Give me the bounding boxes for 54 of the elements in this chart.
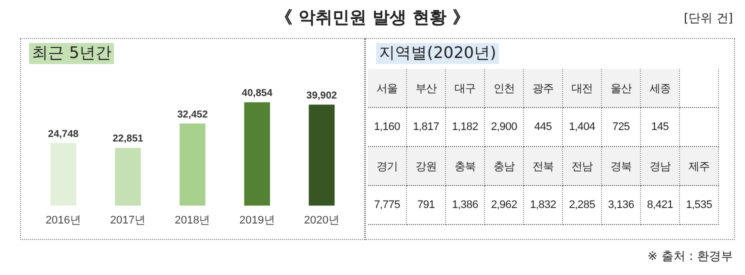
chart-title: 《 악취민원 발생 현황 》 [276, 8, 470, 28]
category-label: 경북 [602, 146, 640, 186]
bar [50, 143, 76, 206]
data-label: 1,386 [446, 186, 484, 224]
chart-subtitle: 최근 5년간 [29, 43, 114, 64]
category-label: 부산 [406, 69, 446, 108]
x-tick-label: 2018년 [174, 214, 210, 226]
data-label: 791 [406, 186, 446, 224]
category-label: 강원 [406, 146, 446, 186]
bar [308, 104, 335, 206]
text: 지역별(2020년) [376, 43, 500, 64]
data-label: 445 [524, 108, 562, 146]
category-label: 제주 [680, 146, 718, 186]
data-label: 2,900 [484, 108, 524, 146]
data-label: 39,902 [306, 90, 338, 102]
data-label: 32,452 [177, 109, 208, 120]
data-label: 1,832 [524, 186, 562, 224]
category-label: 경기 [368, 146, 406, 186]
data-label: 3,136 [602, 186, 640, 224]
category-label: 인천 [484, 69, 524, 108]
x-tick-label: 2020년 [304, 214, 340, 226]
category-label: 충남 [484, 146, 524, 186]
category-label: 대구 [446, 69, 484, 108]
data-label: 24,748 [48, 128, 80, 140]
data-label: 7,775 [368, 186, 406, 224]
bar [180, 124, 206, 206]
category-label: 서울 [368, 69, 406, 108]
category-label: 전북 [524, 146, 562, 186]
data-label: 1,160 [368, 108, 406, 146]
bar [114, 148, 141, 206]
data-label: 2,962 [484, 186, 524, 224]
data-label: 145 [640, 108, 680, 146]
data-label: 1,535 [680, 186, 718, 224]
category-label: 광주 [524, 69, 562, 108]
category-label: 전남 [562, 146, 602, 186]
x-tick-label: 2016년 [46, 214, 82, 226]
category-label: 경남 [640, 146, 680, 186]
data-label: 8,421 [640, 186, 680, 224]
data-label: 40,854 [242, 88, 273, 99]
data-label: 2,285 [562, 186, 602, 224]
data-label: 725 [602, 108, 640, 146]
x-tick-label: 2017년 [110, 214, 146, 226]
data-label: 1,182 [446, 108, 484, 146]
text: ※ 출처 : 환경부 [647, 248, 733, 265]
category-label: 충북 [446, 146, 484, 186]
bar [244, 102, 270, 206]
category-label: 세종 [640, 69, 680, 108]
category-label: 대전 [562, 69, 602, 108]
x-tick-label: 2019년 [239, 214, 275, 226]
text: [단위 건] [684, 10, 733, 27]
data-label: 1,817 [406, 108, 446, 146]
data-label: 22,851 [112, 134, 144, 145]
data-label: 1,404 [562, 108, 602, 146]
category-label: 울산 [602, 69, 640, 108]
